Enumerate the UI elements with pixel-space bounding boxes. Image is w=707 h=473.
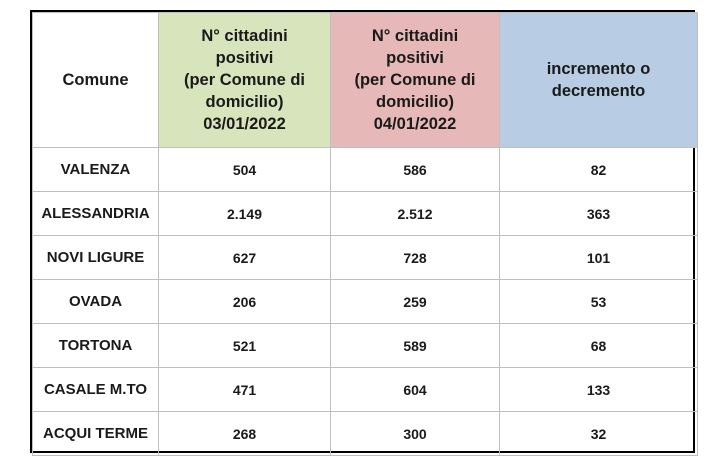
- date1-cell: 504: [158, 147, 331, 192]
- header-row: Comune N° cittadini positivi (per Comune…: [32, 12, 698, 148]
- positivi-table: Comune N° cittadini positivi (per Comune…: [32, 12, 698, 456]
- header-date1: N° cittadini positivi (per Comune di dom…: [158, 12, 331, 148]
- header-date2-line: N° cittadini: [371, 27, 459, 45]
- comune-cell: OVADA: [32, 279, 159, 324]
- header-comune: Comune: [32, 12, 159, 148]
- table-row: NOVI LIGURE 627 728 101: [32, 235, 698, 280]
- header-date1-line: N° cittadini: [201, 27, 288, 45]
- date1-cell: 268: [158, 411, 331, 456]
- delta-cell: 133: [499, 367, 698, 412]
- positivi-table-frame: Comune N° cittadini positivi (per Comune…: [30, 10, 698, 456]
- date1-cell: 2.149: [158, 191, 331, 236]
- delta-cell: 53: [499, 279, 698, 324]
- header-date2-line: positivi: [386, 49, 444, 67]
- header-date1-line: domicilio): [205, 93, 284, 111]
- table-row: ACQUI TERME 268 300 32: [32, 411, 698, 456]
- header-date2-line: (per Comune di: [354, 71, 476, 89]
- date2-cell: 300: [330, 411, 500, 456]
- date2-cell: 586: [330, 147, 500, 192]
- comune-cell: VALENZA: [32, 147, 159, 192]
- delta-cell: 32: [499, 411, 698, 456]
- table-row: VALENZA 504 586 82: [32, 147, 698, 192]
- header-delta-line: incremento o: [546, 60, 651, 78]
- delta-cell: 363: [499, 191, 698, 236]
- table-row: CASALE M.TO 471 604 133: [32, 367, 698, 412]
- date2-cell: 728: [330, 235, 500, 280]
- date2-cell: 589: [330, 323, 500, 368]
- table-row: OVADA 206 259 53: [32, 279, 698, 324]
- comune-cell: ALESSANDRIA: [32, 191, 159, 236]
- header-date2: N° cittadini positivi (per Comune di dom…: [330, 12, 500, 148]
- date2-cell: 2.512: [330, 191, 500, 236]
- comune-cell: CASALE M.TO: [32, 367, 159, 412]
- header-date1-line: (per Comune di: [183, 71, 305, 89]
- comune-cell: ACQUI TERME: [32, 411, 159, 456]
- header-date1-line: positivi: [215, 49, 274, 67]
- comune-cell: TORTONA: [32, 323, 159, 368]
- table-row: TORTONA 521 589 68: [32, 323, 698, 368]
- date1-cell: 206: [158, 279, 331, 324]
- header-date2-line: domicilio): [376, 93, 454, 111]
- date1-cell: 471: [158, 367, 331, 412]
- date2-cell: 259: [330, 279, 500, 324]
- table-row: ALESSANDRIA 2.149 2.512 363: [32, 191, 698, 236]
- delta-cell: 101: [499, 235, 698, 280]
- header-date2-line: 04/01/2022: [373, 115, 457, 133]
- header-comune-label: Comune: [62, 71, 129, 89]
- date1-cell: 627: [158, 235, 331, 280]
- header-delta-line: decremento: [551, 82, 646, 100]
- date1-cell: 521: [158, 323, 331, 368]
- delta-cell: 68: [499, 323, 698, 368]
- header-delta: incremento o decremento: [499, 12, 698, 148]
- date2-cell: 604: [330, 367, 500, 412]
- header-date1-line: 03/01/2022: [203, 115, 286, 133]
- comune-cell: NOVI LIGURE: [32, 235, 159, 280]
- delta-cell: 82: [499, 147, 698, 192]
